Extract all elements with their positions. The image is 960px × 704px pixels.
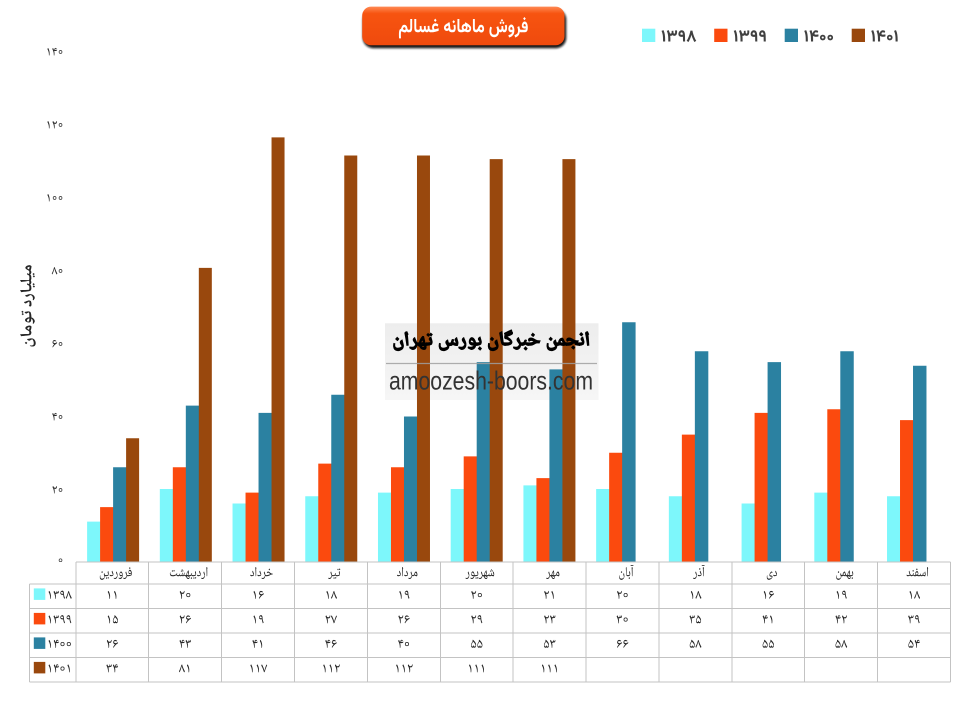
svg-text:amoozesh-boors.com: amoozesh-boors.com (389, 366, 593, 396)
